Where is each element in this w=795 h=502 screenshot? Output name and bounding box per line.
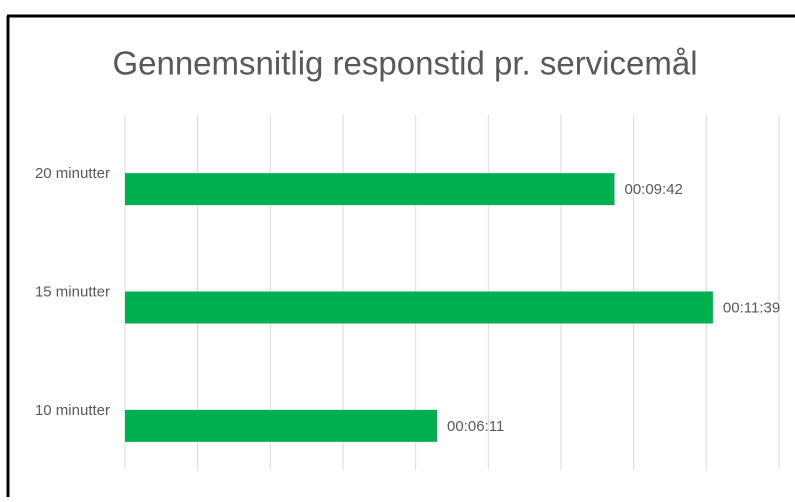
y-tick-label: 15 minutter (35, 283, 110, 300)
bar (125, 291, 713, 324)
y-tick-label: 20 minutter (35, 165, 110, 182)
chart-title: Gennemsnitlig responstid pr. servicemål (112, 45, 697, 82)
data-label: 00:11:39 (723, 299, 780, 316)
bar (125, 173, 615, 206)
bar (125, 409, 438, 442)
data-label: 00:09:42 (624, 181, 682, 198)
y-tick-label: 10 minutter (35, 402, 110, 419)
data-label: 00:06:11 (447, 418, 504, 435)
